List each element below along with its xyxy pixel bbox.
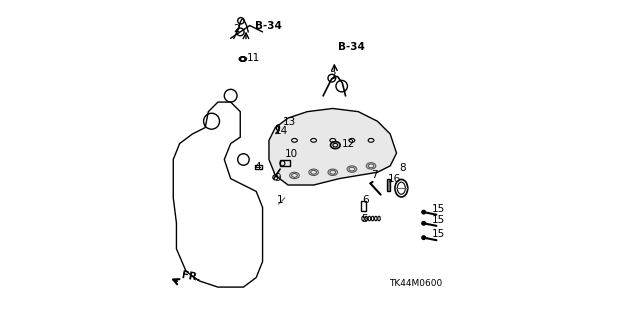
Text: 10: 10 [285,149,298,159]
Text: 12: 12 [342,139,355,149]
Text: 5: 5 [362,214,368,225]
Text: 2: 2 [233,24,240,34]
Text: B-34: B-34 [337,42,364,52]
Bar [280,160,290,166]
Text: 1: 1 [277,195,284,205]
Text: 6: 6 [362,195,369,205]
Text: 7: 7 [371,170,378,180]
Text: 16: 16 [388,174,401,184]
Circle shape [422,210,426,214]
Text: B-34: B-34 [255,21,282,31]
Text: 15: 15 [431,229,445,240]
Text: 11: 11 [247,53,260,63]
Text: 4: 4 [255,162,261,173]
Polygon shape [269,108,397,185]
Text: 15: 15 [431,204,445,214]
Bar [362,201,366,211]
Text: 9: 9 [275,173,282,183]
Text: 14: 14 [275,126,288,137]
Text: 13: 13 [282,117,296,127]
Bar [387,179,390,191]
Text: TK44M0600: TK44M0600 [388,279,442,288]
Circle shape [422,236,426,240]
Bar [255,165,262,169]
Circle shape [422,221,426,225]
Text: 3: 3 [330,71,336,81]
Text: 15: 15 [431,215,445,225]
Text: FR.: FR. [180,270,201,284]
Text: 8: 8 [399,163,406,174]
